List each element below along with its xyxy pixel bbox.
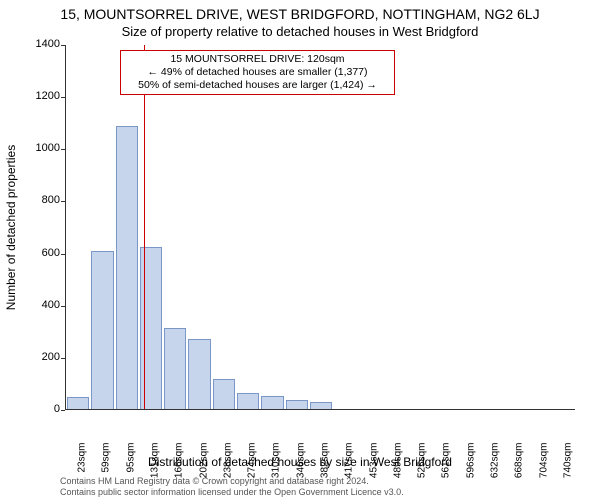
histogram-bar xyxy=(261,396,283,409)
y-tick-mark xyxy=(61,358,65,359)
histogram-bar xyxy=(213,379,235,409)
histogram-bar xyxy=(164,328,186,409)
footer-line-1: Contains HM Land Registry data © Crown c… xyxy=(60,476,404,486)
y-tick-label: 200 xyxy=(28,351,60,363)
histogram-bar xyxy=(237,393,259,409)
y-axis-label: Number of detached properties xyxy=(4,45,18,410)
y-tick-label: 600 xyxy=(28,247,60,259)
histogram-bar xyxy=(67,397,89,409)
annotation-line-3: 50% of semi-detached houses are larger (… xyxy=(126,79,389,92)
y-tick-mark xyxy=(61,149,65,150)
x-axis-label: Distribution of detached houses by size … xyxy=(0,455,600,469)
y-tick-mark xyxy=(61,45,65,46)
y-tick-label: 1400 xyxy=(28,38,60,50)
page-title: 15, MOUNTSORREL DRIVE, WEST BRIDGFORD, N… xyxy=(0,6,600,22)
y-tick-label: 0 xyxy=(28,403,60,415)
y-tick-label: 800 xyxy=(28,194,60,206)
page-subtitle: Size of property relative to detached ho… xyxy=(0,24,600,39)
y-tick-label: 1000 xyxy=(28,142,60,154)
property-marker-line xyxy=(144,45,145,409)
histogram-bar xyxy=(91,251,113,409)
annotation-line-2: ← 49% of detached houses are smaller (1,… xyxy=(126,66,389,79)
y-tick-mark xyxy=(61,201,65,202)
histogram-bar xyxy=(116,126,138,409)
footer-line-2: Contains public sector information licen… xyxy=(60,487,404,497)
property-annotation: 15 MOUNTSORREL DRIVE: 120sqm← 49% of det… xyxy=(120,50,395,95)
annotation-line-1: 15 MOUNTSORREL DRIVE: 120sqm xyxy=(126,53,389,66)
y-tick-mark xyxy=(61,306,65,307)
footer-attribution: Contains HM Land Registry data © Crown c… xyxy=(60,476,404,497)
y-tick-label: 400 xyxy=(28,299,60,311)
histogram-bar xyxy=(188,339,210,409)
histogram-bar xyxy=(286,400,308,409)
histogram-bar xyxy=(310,402,332,409)
histogram-plot: 15 MOUNTSORREL DRIVE: 120sqm← 49% of det… xyxy=(65,45,575,410)
y-tick-label: 1200 xyxy=(28,90,60,102)
y-tick-mark xyxy=(61,97,65,98)
y-tick-mark xyxy=(61,254,65,255)
y-tick-mark xyxy=(61,410,65,411)
